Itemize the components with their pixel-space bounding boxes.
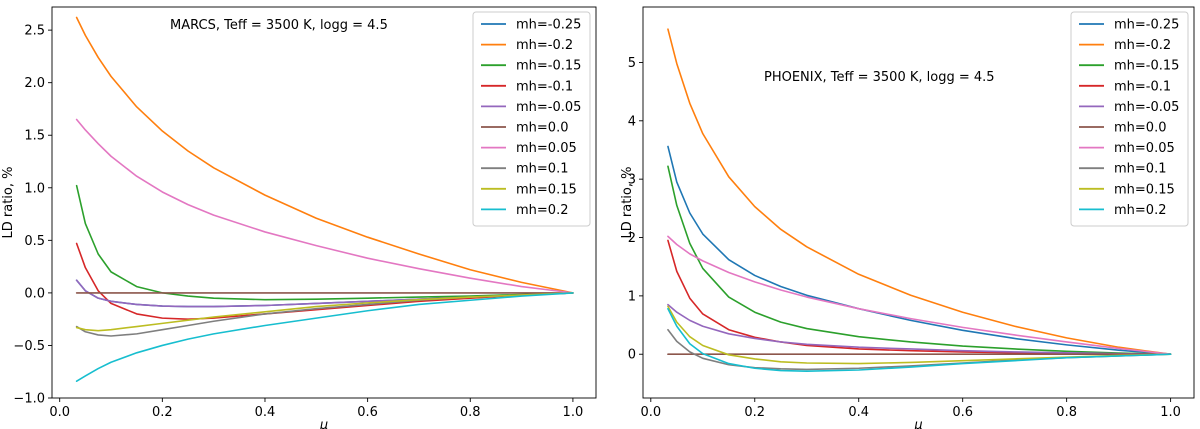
x-tick-label: 0.8 [460,405,481,420]
plot-frame [642,6,1195,399]
y-tick-label: 2.5 [24,24,45,39]
series-lines [667,28,1172,372]
series-line-mh=-0.25 [667,145,1172,356]
x-tick-label: 0.0 [640,405,661,420]
chart-annotation: PHOENIX, Teff = 3500 K, logg = 4.5 [764,70,995,85]
y-tick-label: 3 [628,173,636,188]
x-tick-label: 0.6 [357,405,378,420]
x-tick-label: 0.8 [1056,405,1077,420]
legend-label: mh=-0.15 [1114,59,1179,74]
legend-label: mh=0.1 [516,162,568,177]
x-tick-label: 0.4 [255,405,276,420]
legend-label: mh=-0.1 [516,79,573,94]
legend-label: mh=0.1 [1114,162,1166,177]
legend-label: mh=-0.25 [1114,18,1179,33]
legend-label: mh=0.2 [1114,203,1166,218]
y-tick-label: 1.0 [24,181,45,196]
x-tick-label: 0.4 [848,405,869,420]
legend-label: mh=0.0 [516,121,568,136]
series-line-mh=0.2 [75,292,574,382]
series-line-mh=0.15 [75,292,574,332]
legend: mh=-0.25 mh=-0.2 mh=-0.15 mh=-0.1 mh=-0.05 mh… [472,11,591,227]
x-axis-label: μ [913,418,922,429]
series-line-mh=0.15 [667,305,1172,365]
series-line-mh=-0.2 [75,16,574,294]
x-tick-label: 1.0 [1160,405,1181,420]
plot-frame [51,6,597,399]
y-tick-label: 5 [628,56,636,71]
x-tick-label: 0.2 [152,405,173,420]
chart-panel-2: 0.0 0.2 0.4 0.6 0.8 1.0 0 1 2 3 4 5 μ LD ratio, % PHOE… [620,6,1195,429]
series-line-mh=0.05 [75,118,574,294]
y-tick-label: 4 [628,114,636,129]
y-tick-label: 0.5 [24,234,45,249]
x-tick-label: 0.2 [744,405,765,420]
x-axis-label: μ [319,418,328,429]
y-tick-label: 2 [628,231,636,246]
x-tick-label: 1.0 [563,405,584,420]
y-axis-label: LD ratio, % [620,167,635,239]
y-tick-label: −0.5 [13,339,45,354]
legend-label: mh=-0.2 [516,38,573,53]
series-line-mh=-0.15 [667,165,1172,356]
series-line-mh=-0.05 [667,303,1172,356]
chart-panel-1: 0.0 0.2 0.4 0.6 0.8 1.0 −1.0 −0.5 0.0 0.5 1.0 1.5 2.… [1,6,597,429]
series-line-mh=-0.1 [75,242,574,320]
chart-annotation: MARCS, Teff = 3500 K, logg = 4.5 [170,18,388,33]
series-line-mh=0.05 [667,235,1172,356]
legend-label: mh=-0.05 [516,100,581,115]
legend-label: mh=-0.15 [516,59,581,74]
legend-label: mh=-0.05 [1114,100,1179,115]
legend: mh=-0.25 mh=-0.2 mh=-0.15 mh=-0.1 mh=-0.05 mh… [1070,11,1189,227]
legend-label: mh=-0.1 [1114,79,1171,94]
legend-label: mh=-0.2 [1114,38,1171,53]
legend-label: mh=0.0 [1114,121,1166,136]
series-lines [75,16,574,382]
y-tick-label: 0 [628,348,636,363]
x-tick-label: 0.0 [49,405,70,420]
y-tick-label: 0.0 [24,286,45,301]
x-tick-label: 0.6 [952,405,973,420]
series-line-mh=0.2 [667,307,1172,372]
y-tick-label: 1.5 [24,129,45,144]
y-axis-label: LD ratio, % [1,167,16,239]
series-line-mh=-0.2 [667,28,1172,356]
legend-label: mh=0.05 [1114,141,1175,156]
series-line-mh=-0.15 [75,184,574,301]
y-tick-label: −1.0 [13,392,45,407]
legend-label: mh=0.15 [1114,182,1175,197]
legend-label: mh=0.15 [516,182,577,197]
y-tick-label: 1 [628,289,636,304]
legend-label: mh=0.2 [516,203,568,218]
legend-label: mh=0.05 [516,141,577,156]
y-tick-label: 2.0 [24,76,45,91]
legend-label: mh=-0.25 [516,18,581,33]
